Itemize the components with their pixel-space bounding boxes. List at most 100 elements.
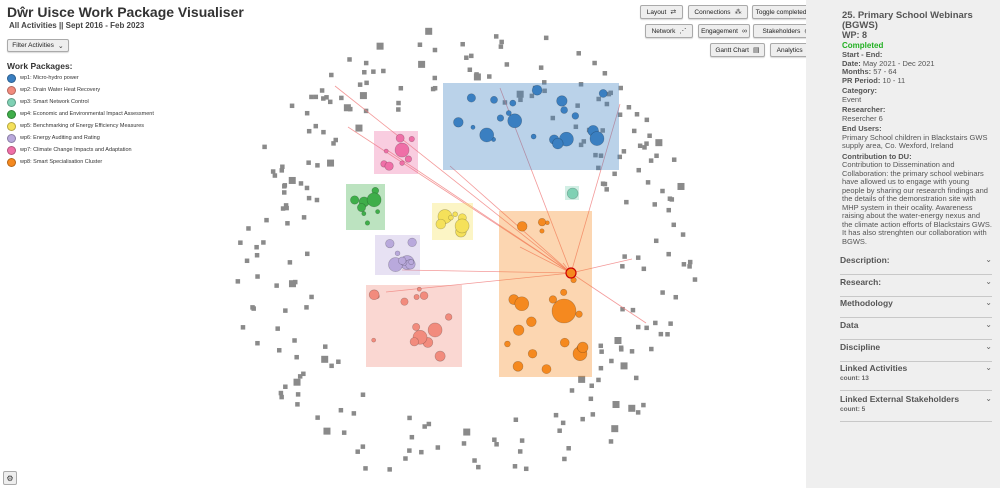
activity-node[interactable] bbox=[383, 148, 389, 154]
stakeholder-node[interactable] bbox=[314, 197, 320, 203]
stakeholder-node[interactable] bbox=[306, 128, 312, 134]
stakeholder-node[interactable] bbox=[235, 279, 241, 284]
stakeholder-node[interactable] bbox=[304, 185, 310, 191]
activity-node[interactable] bbox=[412, 323, 421, 331]
stakeholder-node[interactable] bbox=[600, 181, 606, 186]
stakeholder-node[interactable] bbox=[499, 39, 504, 45]
stakeholder-node[interactable] bbox=[518, 97, 523, 103]
stakeholder-node[interactable] bbox=[275, 326, 280, 331]
activity-node[interactable] bbox=[452, 211, 458, 217]
stakeholder-node[interactable] bbox=[473, 73, 481, 81]
stakeholder-node[interactable] bbox=[295, 392, 301, 397]
activity-node[interactable] bbox=[479, 127, 495, 143]
activity-node[interactable] bbox=[409, 337, 419, 347]
stakeholder-node[interactable] bbox=[359, 92, 367, 100]
stakeholder-node[interactable] bbox=[578, 82, 584, 87]
stakeholder-node[interactable] bbox=[246, 226, 251, 231]
stakeholder-node[interactable] bbox=[254, 252, 260, 258]
activity-node[interactable] bbox=[445, 313, 453, 321]
stakeholder-node[interactable] bbox=[362, 69, 367, 75]
stakeholder-node[interactable] bbox=[618, 85, 623, 91]
activity-node[interactable] bbox=[552, 137, 564, 150]
stakeholder-node[interactable] bbox=[543, 35, 549, 41]
stakeholder-node[interactable] bbox=[621, 149, 627, 154]
stakeholder-node[interactable] bbox=[321, 355, 329, 363]
activity-node[interactable] bbox=[366, 192, 382, 208]
activity-node[interactable] bbox=[514, 296, 530, 312]
stakeholder-node[interactable] bbox=[343, 104, 351, 112]
stakeholder-node[interactable] bbox=[306, 195, 312, 201]
activity-node[interactable] bbox=[404, 155, 412, 163]
stakeholder-node[interactable] bbox=[282, 190, 287, 195]
activity-node[interactable] bbox=[559, 337, 570, 348]
stakeholder-node[interactable] bbox=[633, 375, 639, 381]
stakeholder-node[interactable] bbox=[519, 438, 525, 443]
stakeholder-node[interactable] bbox=[285, 221, 290, 226]
stakeholder-node[interactable] bbox=[566, 446, 571, 451]
stakeholder-node[interactable] bbox=[668, 321, 673, 326]
stakeholder-node[interactable] bbox=[562, 456, 567, 462]
gantt-chart-button[interactable]: Gantt Chart ▤ bbox=[710, 43, 765, 57]
stakeholder-node[interactable] bbox=[292, 338, 297, 343]
activity-node[interactable] bbox=[416, 286, 422, 292]
legend-item[interactable]: wp4: Economic and Environmental Impact A… bbox=[7, 108, 154, 120]
stakeholder-node[interactable] bbox=[660, 188, 665, 194]
stakeholder-node[interactable] bbox=[665, 332, 670, 337]
stakeholder-node[interactable] bbox=[617, 112, 623, 117]
legend-item[interactable]: wp6: Energy Auditing and Rating bbox=[7, 132, 154, 144]
stakeholder-node[interactable] bbox=[542, 88, 547, 94]
stakeholder-node[interactable] bbox=[604, 101, 610, 107]
activity-node[interactable] bbox=[571, 112, 580, 120]
stakeholder-node[interactable] bbox=[304, 305, 309, 310]
stakeholder-node[interactable] bbox=[620, 362, 628, 370]
activity-node[interactable] bbox=[505, 110, 512, 116]
stakeholder-node[interactable] bbox=[333, 137, 338, 143]
stakeholder-node[interactable] bbox=[673, 294, 679, 300]
stakeholder-node[interactable] bbox=[363, 60, 369, 66]
stakeholder-node[interactable] bbox=[677, 182, 685, 190]
stakeholder-node[interactable] bbox=[648, 158, 654, 163]
stakeholder-node[interactable] bbox=[262, 144, 267, 150]
legend-item[interactable]: wp1: Micro-hydro power bbox=[7, 72, 154, 84]
stakeholder-node[interactable] bbox=[608, 439, 614, 444]
stakeholder-node[interactable] bbox=[435, 445, 441, 450]
stakeholder-node[interactable] bbox=[598, 365, 604, 371]
stakeholder-node[interactable] bbox=[580, 416, 585, 422]
stakeholder-node[interactable] bbox=[628, 404, 636, 412]
stakeholder-node[interactable] bbox=[618, 345, 624, 351]
stakeholder-node[interactable] bbox=[644, 117, 650, 123]
stakeholder-node[interactable] bbox=[460, 41, 465, 47]
stakeholder-node[interactable] bbox=[622, 254, 627, 259]
stakeholder-node[interactable] bbox=[687, 264, 692, 269]
activity-node[interactable] bbox=[350, 195, 360, 205]
stakeholder-node[interactable] bbox=[494, 442, 499, 447]
stakeholder-node[interactable] bbox=[620, 306, 625, 312]
activity-node[interactable] bbox=[490, 95, 498, 104]
stakeholder-node[interactable] bbox=[331, 141, 336, 146]
activity-node[interactable] bbox=[560, 288, 568, 296]
stakeholder-node[interactable] bbox=[255, 274, 260, 279]
stakeholder-node[interactable] bbox=[338, 407, 344, 413]
stakeholder-node[interactable] bbox=[578, 142, 584, 148]
stakeholder-node[interactable] bbox=[418, 60, 426, 68]
stakeholder-node[interactable] bbox=[288, 280, 296, 288]
stakeholder-node[interactable] bbox=[634, 112, 640, 117]
stakeholder-node[interactable] bbox=[381, 68, 386, 74]
stakeholder-node[interactable] bbox=[504, 62, 510, 67]
stakeholder-node[interactable] bbox=[578, 375, 586, 383]
stakeholder-node[interactable] bbox=[529, 93, 535, 99]
activity-node[interactable] bbox=[551, 298, 577, 324]
stakeholder-node[interactable] bbox=[327, 99, 333, 105]
stakeholder-node[interactable] bbox=[276, 348, 282, 353]
stakeholder-node[interactable] bbox=[407, 448, 412, 453]
activity-node[interactable] bbox=[577, 341, 589, 353]
activity-node[interactable] bbox=[413, 294, 420, 300]
stakeholder-node[interactable] bbox=[608, 90, 613, 96]
stakeholder-node[interactable] bbox=[432, 47, 438, 53]
activity-node[interactable] bbox=[513, 324, 525, 336]
activity-node[interactable] bbox=[398, 256, 407, 265]
activity-node[interactable] bbox=[526, 316, 537, 327]
stakeholder-node[interactable] bbox=[644, 141, 649, 146]
stakeholder-node[interactable] bbox=[596, 377, 601, 383]
stakeholder-node[interactable] bbox=[553, 412, 559, 418]
